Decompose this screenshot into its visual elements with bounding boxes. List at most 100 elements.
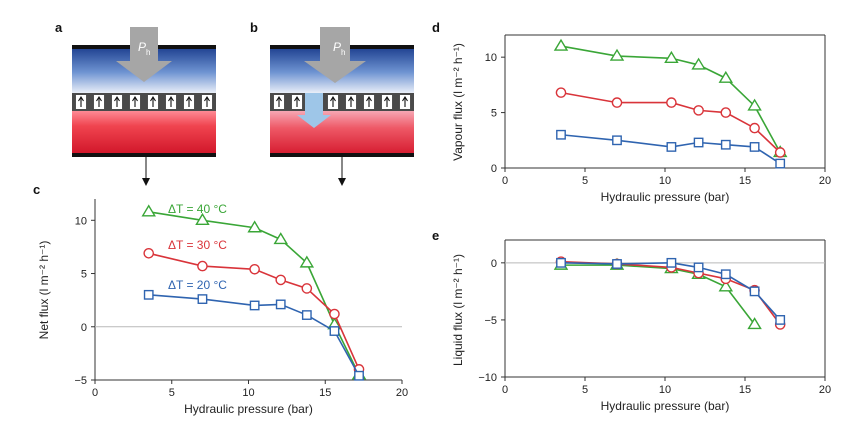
data-point bbox=[693, 137, 704, 148]
panel-a: a P h bbox=[55, 20, 216, 186]
series-label: ΔT = 20 °C bbox=[168, 278, 227, 292]
panel-c-letter: c bbox=[33, 182, 40, 197]
hot-side bbox=[72, 111, 216, 154]
series-line bbox=[561, 264, 756, 325]
series-blue bbox=[556, 257, 786, 325]
data-point bbox=[197, 294, 208, 304]
y-tick-label: −5 bbox=[484, 315, 497, 327]
vapour-arrow-icon bbox=[96, 95, 102, 107]
series-green bbox=[141, 204, 367, 380]
data-point bbox=[774, 147, 786, 158]
data-point bbox=[555, 87, 567, 98]
membrane bbox=[72, 93, 216, 111]
data-point bbox=[609, 48, 625, 61]
data-point bbox=[611, 97, 623, 108]
x-axis-title: Hydraulic pressure (bar) bbox=[184, 402, 313, 416]
data-point bbox=[301, 283, 313, 294]
liquid-intrusion-arrow bbox=[297, 93, 331, 128]
data-point bbox=[775, 158, 786, 169]
hot-side bbox=[270, 111, 414, 154]
chart-vapour-flux: 0 5 10 15 20 0 5 10 Hydraulic pressure (bar) Vapo… bbox=[451, 34, 831, 204]
connector-arrow-a bbox=[142, 157, 150, 186]
x-tick-label: 5 bbox=[169, 387, 175, 399]
data-point bbox=[720, 269, 731, 280]
data-point bbox=[195, 212, 210, 225]
data-point bbox=[249, 300, 260, 311]
bottom-wall bbox=[72, 153, 216, 157]
vapour-arrow-icon bbox=[168, 95, 174, 107]
data-point bbox=[775, 315, 786, 325]
x-tick-label: 0 bbox=[92, 387, 98, 399]
pressure-label: P bbox=[138, 40, 146, 54]
data-point bbox=[749, 142, 760, 152]
x-tick-label: 10 bbox=[659, 175, 671, 187]
data-point bbox=[247, 220, 262, 233]
x-axis-title: Hydraulic pressure (bar) bbox=[601, 399, 730, 413]
data-point bbox=[747, 317, 762, 330]
data-point bbox=[143, 289, 154, 300]
y-tick-label: 0 bbox=[491, 163, 497, 175]
x-tick-label: 10 bbox=[659, 384, 671, 396]
data-point bbox=[301, 310, 312, 320]
bottom-wall bbox=[270, 153, 414, 157]
vapour-arrow-icon bbox=[78, 95, 84, 107]
vapour-arrow-icon bbox=[132, 95, 138, 107]
x-tick-label: 0 bbox=[502, 384, 508, 396]
data-point bbox=[747, 98, 762, 111]
data-point bbox=[720, 107, 732, 118]
data-point bbox=[666, 257, 677, 268]
vapour-arrow-icon bbox=[402, 95, 408, 107]
x-tick-label: 20 bbox=[819, 384, 831, 396]
y-tick-label: 5 bbox=[81, 269, 87, 281]
data-point bbox=[556, 129, 566, 140]
x-tick-label: 20 bbox=[396, 387, 408, 399]
data-point bbox=[197, 260, 208, 272]
y-axis-title: Vapour flux (l m⁻² h⁻¹) bbox=[451, 43, 465, 161]
y-tick-label: 10 bbox=[75, 215, 87, 227]
panel-b: b P h bbox=[250, 20, 414, 186]
x-tick-label: 5 bbox=[582, 384, 588, 396]
vapour-arrow-icon bbox=[114, 95, 120, 107]
data-point bbox=[612, 259, 622, 269]
data-point bbox=[299, 255, 315, 268]
series-line bbox=[148, 210, 360, 376]
data-point bbox=[666, 97, 677, 108]
data-point bbox=[693, 105, 704, 116]
x-tick-label: 20 bbox=[819, 175, 831, 187]
vapour-arrow-icon bbox=[366, 95, 372, 107]
series-red bbox=[555, 87, 786, 158]
y-tick-label: −10 bbox=[478, 372, 497, 384]
data-point bbox=[720, 139, 731, 150]
pressure-label: P bbox=[333, 40, 341, 54]
data-point bbox=[329, 326, 340, 336]
x-tick-label: 15 bbox=[739, 384, 751, 396]
series-label: ΔT = 40 °C bbox=[168, 202, 227, 216]
data-point bbox=[718, 70, 734, 83]
data-point bbox=[143, 247, 155, 259]
connector-arrow-b bbox=[338, 157, 346, 186]
data-point bbox=[329, 308, 340, 320]
data-point bbox=[664, 50, 679, 63]
series-red bbox=[143, 247, 365, 375]
y-axis-title: Liquid flux (l m⁻² h⁻¹) bbox=[451, 254, 465, 366]
data-point bbox=[749, 122, 760, 134]
vapour-arrow-icon bbox=[348, 95, 354, 107]
pressure-sub: h bbox=[341, 48, 345, 57]
data-point bbox=[718, 279, 734, 292]
panel-e-letter: e bbox=[432, 228, 439, 243]
pressure-arrow-b: P h bbox=[304, 27, 366, 83]
vapour-arrow-icon bbox=[384, 95, 390, 107]
data-point bbox=[273, 232, 288, 245]
pressure-arrow-a: P h bbox=[116, 27, 172, 82]
panel-a-letter: a bbox=[55, 20, 63, 35]
data-point bbox=[249, 263, 260, 275]
y-tick-label: 10 bbox=[485, 52, 497, 64]
data-point bbox=[666, 142, 677, 152]
x-tick-label: 5 bbox=[582, 175, 588, 187]
data-point bbox=[275, 299, 286, 310]
vapour-arrow-icon bbox=[276, 95, 282, 107]
data-point bbox=[749, 286, 760, 297]
x-tick-label: 10 bbox=[242, 387, 254, 399]
chart-liquid-flux: 0 5 10 15 20 −10 −5 0 Hydraulic pressure (bar) Li… bbox=[451, 239, 831, 413]
pressure-sub: h bbox=[146, 48, 150, 57]
